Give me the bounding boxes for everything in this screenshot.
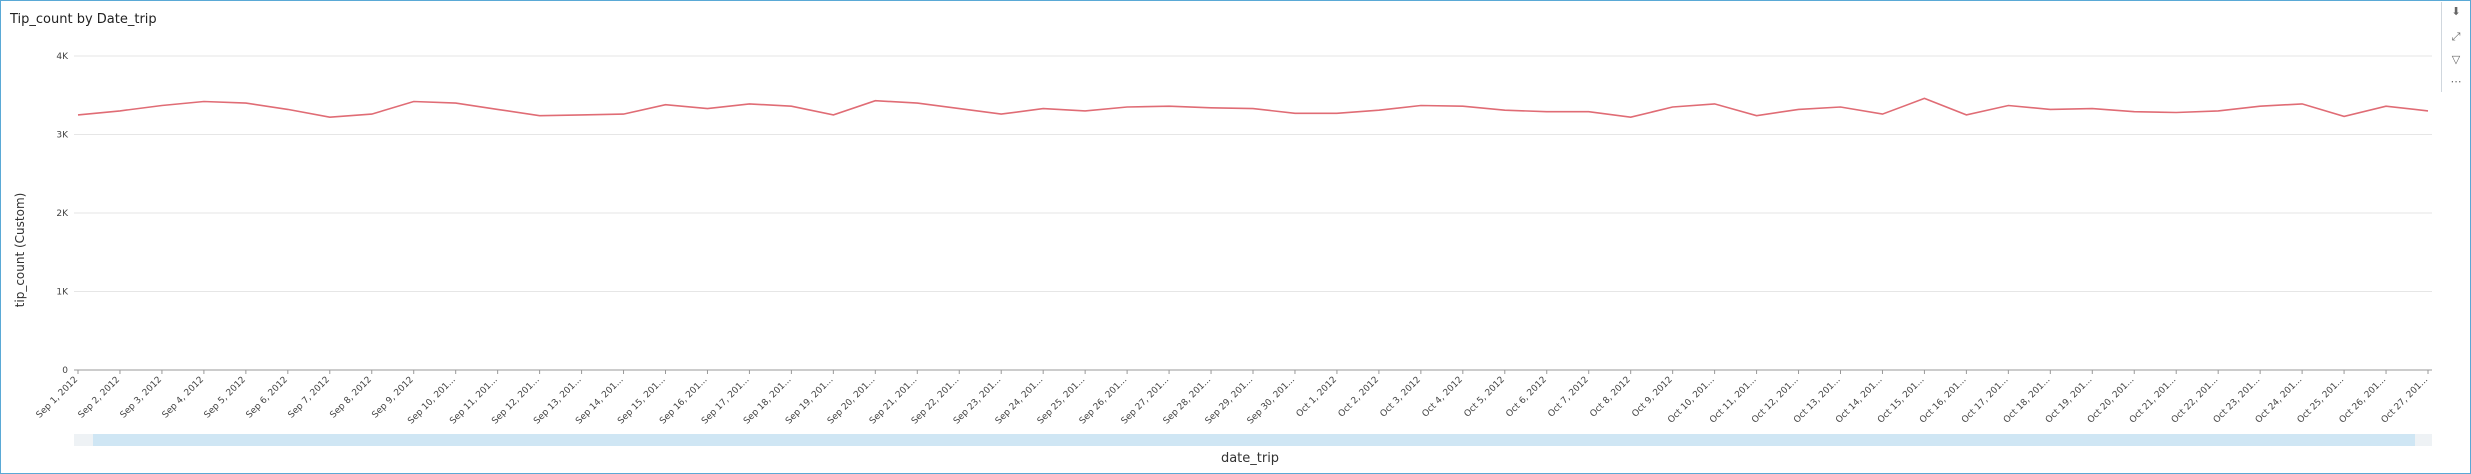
data-point[interactable] (1962, 111, 1970, 119)
gridlines (74, 55, 2432, 292)
x-tick-label: Oct 6, 2012 (1504, 375, 1548, 419)
data-point[interactable] (2298, 100, 2306, 108)
data-point[interactable] (2172, 109, 2180, 117)
x-tick-label: Oct 2, 2012 (1337, 375, 1381, 419)
x-tick-label: Oct 1, 2012 (1295, 375, 1339, 419)
data-point[interactable] (1039, 105, 1047, 113)
data-point[interactable] (2214, 107, 2222, 115)
data-point[interactable] (703, 105, 711, 113)
y-axis-ticks: 0 1K 2K 3K 4K (56, 52, 69, 376)
data-point[interactable] (242, 99, 250, 107)
x-tick-label: Oct 8, 2012 (1588, 375, 1632, 419)
x-tick-label: Sep 2, 2012 (77, 375, 122, 420)
expand-icon[interactable]: ⤢ (2451, 30, 2461, 43)
data-point[interactable] (1249, 105, 1257, 113)
data-point[interactable] (1375, 106, 1383, 114)
x-tick-label: Oct 9, 2012 (1630, 375, 1674, 419)
data-point[interactable] (578, 111, 586, 119)
data-point[interactable] (1543, 108, 1551, 116)
y-axis-label: tip_count (Custom) (13, 193, 27, 308)
data-point[interactable] (2340, 112, 2348, 120)
data-point[interactable] (1795, 105, 1803, 113)
data-point[interactable] (1165, 102, 1173, 110)
data-point[interactable] (662, 101, 670, 109)
data-point[interactable] (1417, 101, 1425, 109)
data-point[interactable] (955, 105, 963, 113)
data-point[interactable] (1878, 110, 1886, 118)
chevron-double-down-icon[interactable]: ⬇ (2451, 5, 2461, 18)
data-point[interactable] (871, 97, 879, 105)
data-point[interactable] (1627, 113, 1635, 121)
x-tick-label: Oct 5, 2012 (1463, 375, 1507, 419)
x-axis-label: date_trip (1221, 451, 1279, 466)
chart-title: Tip_count by Date_trip (10, 12, 157, 27)
series-points (74, 94, 2432, 121)
data-point[interactable] (116, 107, 124, 115)
data-point[interactable] (2256, 102, 2264, 110)
data-point[interactable] (368, 110, 376, 118)
data-point[interactable] (2046, 105, 2054, 113)
data-point[interactable] (1291, 109, 1299, 117)
data-point[interactable] (1837, 103, 1845, 111)
data-point[interactable] (2382, 102, 2390, 110)
data-point[interactable] (1081, 107, 1089, 115)
data-point[interactable] (2424, 107, 2432, 115)
data-point[interactable] (2130, 108, 2138, 116)
data-point[interactable] (2088, 105, 2096, 113)
y-tick-label: 4K (56, 52, 69, 62)
data-point[interactable] (1123, 103, 1131, 111)
x-tick-label: Sep 1, 2012 (35, 375, 80, 420)
data-point[interactable] (913, 99, 921, 107)
data-point[interactable] (536, 112, 544, 120)
x-tick-label: Oct 7, 2012 (1546, 375, 1590, 419)
data-point[interactable] (829, 111, 837, 119)
data-point[interactable] (787, 102, 795, 110)
y-tick-label: 0 (62, 366, 68, 376)
data-point[interactable] (620, 110, 628, 118)
data-point[interactable] (1207, 104, 1215, 112)
data-point[interactable] (1459, 102, 1467, 110)
chart-toolbar: ⬇ ⤢ ▽ ⋯ (2441, 2, 2469, 92)
y-tick-label: 2K (56, 209, 69, 219)
x-tick-label: Sep 7, 2012 (287, 375, 332, 420)
data-point[interactable] (74, 111, 82, 119)
data-point[interactable] (1669, 103, 1677, 111)
data-point[interactable] (158, 101, 166, 109)
scrollbar-thumb[interactable] (93, 434, 2415, 446)
filter-icon[interactable]: ▽ (2451, 53, 2461, 66)
data-point[interactable] (997, 110, 1005, 118)
data-point[interactable] (326, 113, 334, 121)
x-tick-label: Oct 4, 2012 (1421, 375, 1465, 419)
y-tick-label: 3K (56, 131, 69, 141)
x-tick-label: Sep 9, 2012 (370, 375, 415, 420)
data-point[interactable] (1753, 112, 1761, 120)
x-tick-label: Oct 3, 2012 (1379, 375, 1423, 419)
data-point[interactable] (494, 105, 502, 113)
data-point[interactable] (2004, 101, 2012, 109)
x-tick-label: Sep 3, 2012 (119, 375, 164, 420)
data-point[interactable] (410, 98, 418, 106)
series-line-tip-count (77, 97, 2429, 119)
data-point[interactable] (1501, 106, 1509, 114)
more-icon[interactable]: ⋯ (2450, 75, 2462, 88)
data-point[interactable] (1585, 108, 1593, 116)
x-tick-label: Sep 8, 2012 (328, 375, 373, 420)
data-point[interactable] (1711, 100, 1719, 108)
data-point[interactable] (1920, 94, 1928, 102)
x-tick-label: Sep 5, 2012 (203, 375, 248, 420)
data-point[interactable] (200, 98, 208, 106)
x-tick-label: Sep 4, 2012 (161, 375, 206, 420)
data-point[interactable] (284, 105, 292, 113)
x-tick-label: Sep 6, 2012 (245, 375, 290, 420)
data-point[interactable] (452, 99, 460, 107)
data-point[interactable] (745, 100, 753, 108)
y-tick-label: 1K (56, 288, 69, 298)
data-point[interactable] (1333, 109, 1341, 117)
